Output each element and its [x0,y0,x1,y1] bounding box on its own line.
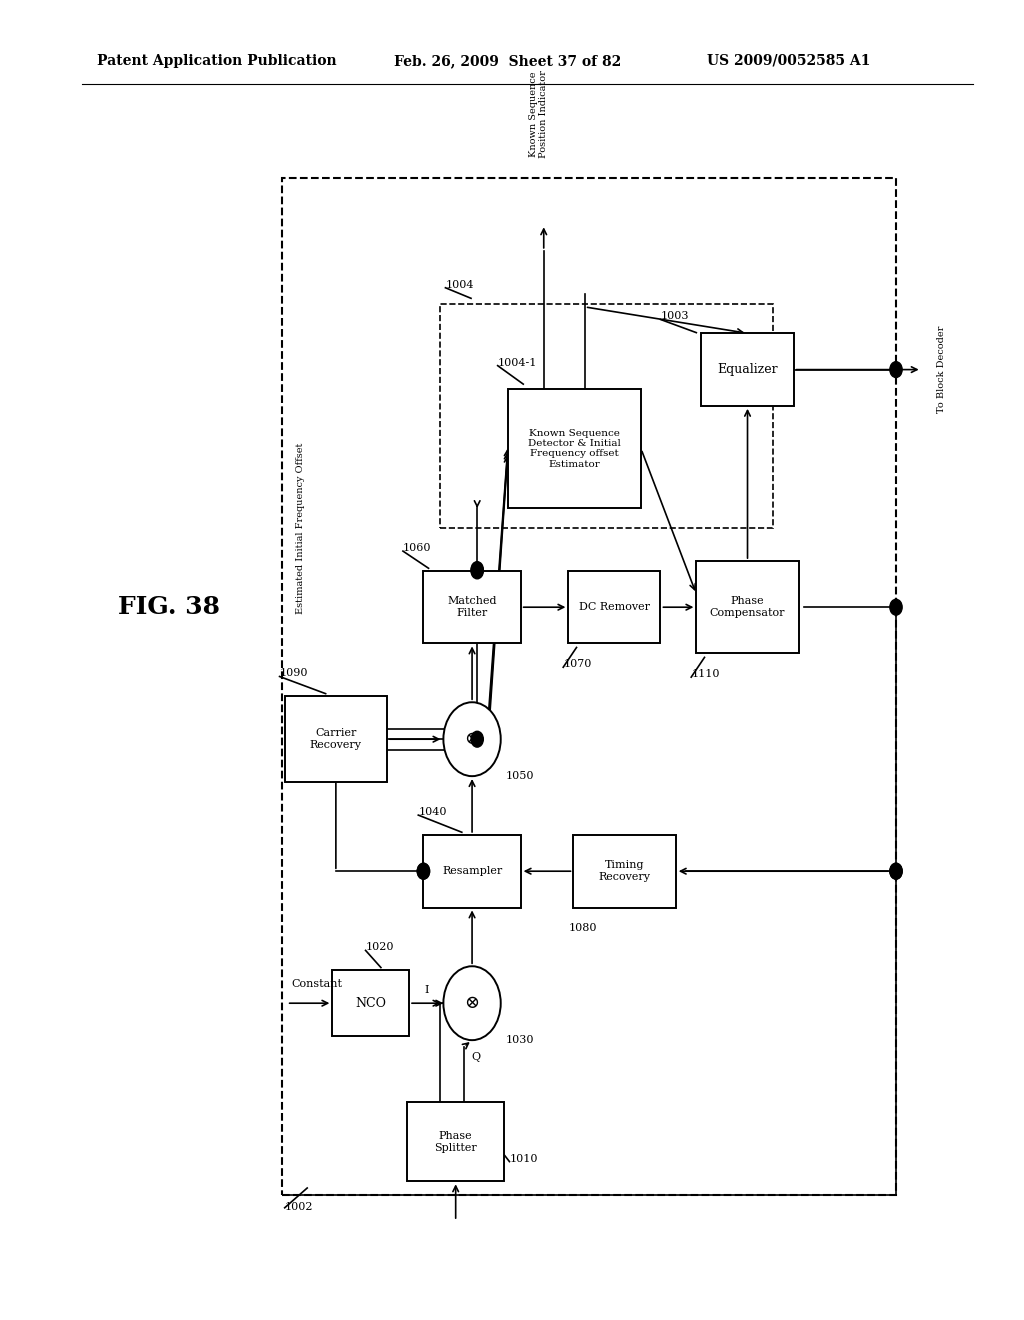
Bar [701,333,794,407]
Bar [424,570,521,643]
Text: NCO: NCO [355,997,386,1010]
Text: 1110: 1110 [691,669,720,680]
Text: 1002: 1002 [285,1203,313,1213]
Bar [332,970,410,1036]
Text: FIG. 38: FIG. 38 [118,595,220,619]
Text: Feb. 26, 2009  Sheet 37 of 82: Feb. 26, 2009 Sheet 37 of 82 [394,54,622,67]
Bar [440,304,773,528]
Text: 1040: 1040 [419,807,446,817]
Bar [573,836,676,908]
Text: Phase
Splitter: Phase Splitter [434,1131,477,1152]
Circle shape [890,863,902,879]
Text: I: I [425,985,429,995]
Circle shape [471,562,483,578]
Text: 1004-1: 1004-1 [498,358,537,368]
Bar [568,570,660,643]
Text: US 2009/0052585 A1: US 2009/0052585 A1 [707,54,870,67]
Bar [696,561,799,653]
Circle shape [890,863,902,879]
Text: Phase
Compensator: Phase Compensator [710,597,785,618]
Text: 1003: 1003 [660,312,689,322]
Circle shape [443,702,501,776]
Text: 1080: 1080 [568,923,597,933]
Text: Resampler: Resampler [442,866,502,876]
Circle shape [890,362,902,378]
Bar [408,1102,505,1181]
Text: ⊗: ⊗ [465,730,479,748]
Text: ⊗: ⊗ [465,994,479,1012]
Text: 1004: 1004 [445,280,474,290]
Text: Known Sequence
Detector & Initial
Frequency offset
Estimator: Known Sequence Detector & Initial Freque… [528,429,621,469]
Text: Matched
Filter: Matched Filter [447,597,497,618]
Text: To Block Decoder: To Block Decoder [937,326,946,413]
Circle shape [443,966,501,1040]
Bar [285,697,387,781]
Text: 1090: 1090 [280,668,308,678]
Text: Equalizer: Equalizer [717,363,778,376]
Text: 1070: 1070 [563,659,592,669]
Text: 1060: 1060 [403,543,431,553]
Text: Q: Q [472,1052,480,1063]
Text: 1030: 1030 [506,1035,535,1045]
Text: Carrier
Recovery: Carrier Recovery [310,729,361,750]
Circle shape [890,599,902,615]
Text: Constant: Constant [292,979,343,990]
Bar [424,836,521,908]
Text: DC Remover: DC Remover [579,602,650,612]
Text: Known Sequence
Position Indicator: Known Sequence Position Indicator [529,70,548,158]
Text: Estimated Initial Frequency Offset: Estimated Initial Frequency Offset [296,442,304,614]
Bar [508,389,641,508]
Text: 1050: 1050 [506,771,535,781]
Bar [282,178,896,1195]
Text: Patent Application Publication: Patent Application Publication [97,54,337,67]
Circle shape [471,731,483,747]
Circle shape [418,863,430,879]
Text: Timing
Recovery: Timing Recovery [599,861,650,882]
Circle shape [471,562,483,578]
Circle shape [418,863,430,879]
Text: 1020: 1020 [366,942,394,953]
Text: 1010: 1010 [510,1154,538,1164]
